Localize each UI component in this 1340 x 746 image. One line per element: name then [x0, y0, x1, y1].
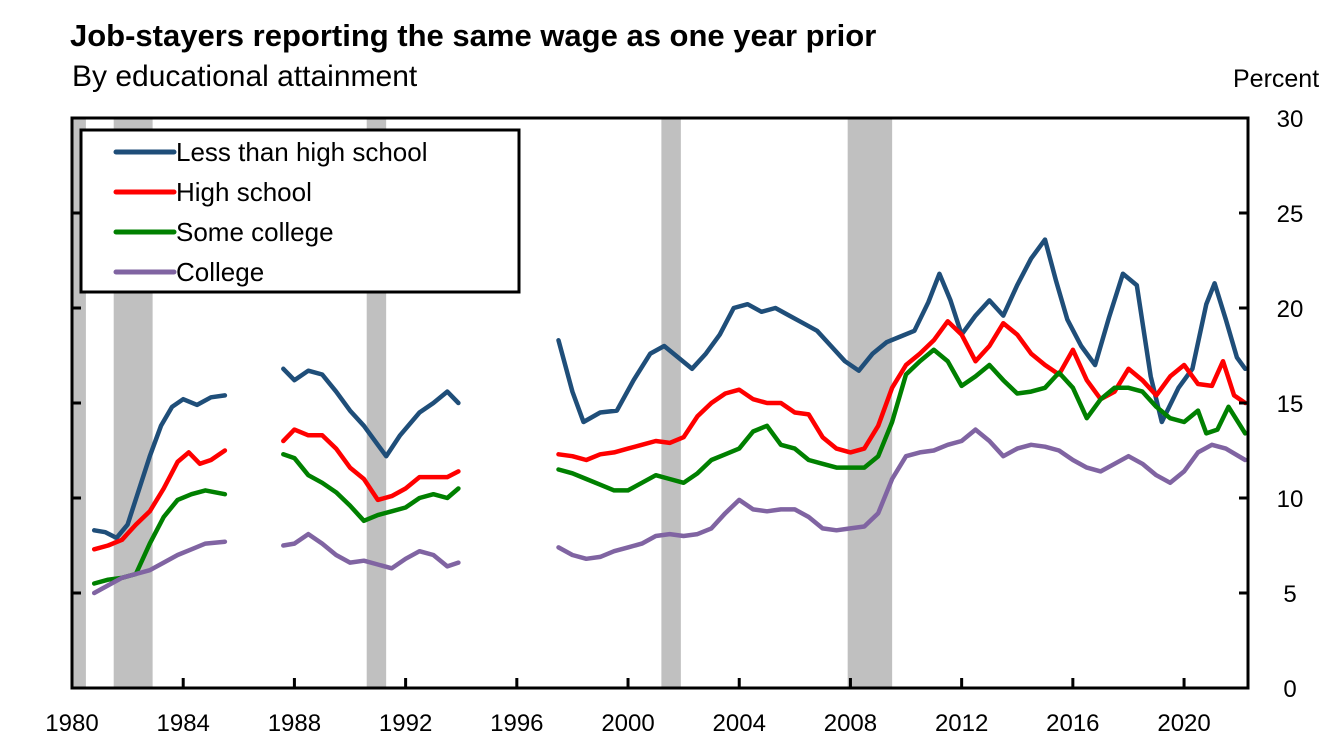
x-tick-label-1996: 1996: [490, 710, 543, 737]
x-tick-label-2016: 2016: [1046, 710, 1099, 737]
x-tick-label-2000: 2000: [601, 710, 654, 737]
legend-label-college: College: [176, 257, 264, 287]
y-tick-label-10: 10: [1277, 486, 1304, 513]
series-line-some-college-segment-3: [556, 347, 1248, 493]
series-line-some-college-segment-1: [91, 488, 228, 586]
series-line-some-college-segment-2: [281, 452, 461, 524]
x-tick-label-2020: 2020: [1157, 710, 1210, 737]
legend-box: [79, 128, 521, 294]
y-tick-label-15: 15: [1277, 391, 1304, 418]
x-tick-label-1992: 1992: [379, 710, 432, 737]
legend: Less than high school High school Some col…: [79, 128, 521, 294]
series-line-less-than-high-school-segment-3: [556, 237, 1248, 425]
series-line-less-than-high-school-segment-2: [281, 366, 461, 459]
recession-band-4: [661, 118, 681, 688]
y-tick-label-20: 20: [1277, 296, 1304, 323]
series-lines: [91, 237, 1248, 596]
x-tick-label-1988: 1988: [268, 710, 321, 737]
y-axis-unit-label: Percent: [1233, 65, 1320, 93]
y-tick-label-30: 30: [1277, 106, 1304, 133]
x-tick-label-1980: 1980: [45, 710, 98, 737]
x-tick-label-2012: 2012: [935, 710, 988, 737]
series-line-college-segment-1: [91, 539, 228, 596]
legend-label-less-than-high-school: Less than high school: [176, 137, 428, 167]
x-tick-label-2008: 2008: [824, 710, 877, 737]
chart-subtitle: By educational attainment: [72, 60, 418, 93]
y-axis-ticks: 0 5 10 15 20 25 30: [72, 106, 1303, 703]
y-tick-label-5: 5: [1283, 581, 1296, 608]
y-tick-label-0: 0: [1283, 676, 1296, 703]
x-tick-label-1984: 1984: [157, 710, 210, 737]
series-line-high-school-segment-3: [556, 319, 1248, 463]
x-axis-ticks: 1980 1984 1988 1992 1996 2000 2004 2008 2012 2016…: [45, 678, 1211, 737]
x-tick-label-2004: 2004: [713, 710, 766, 737]
series-line-college-segment-2: [281, 531, 461, 571]
legend-label-some-college: Some college: [176, 217, 334, 247]
chart-title: Job-stayers reporting the same wage as o…: [70, 18, 877, 53]
series-line-high-school-segment-1: [91, 448, 228, 552]
y-tick-label-25: 25: [1277, 201, 1304, 228]
legend-label-high-school: High school: [176, 177, 312, 207]
series-line-less-than-high-school-segment-1: [91, 393, 228, 541]
series-line-college-segment-3: [556, 427, 1248, 562]
series-line-high-school-segment-2: [281, 427, 461, 503]
